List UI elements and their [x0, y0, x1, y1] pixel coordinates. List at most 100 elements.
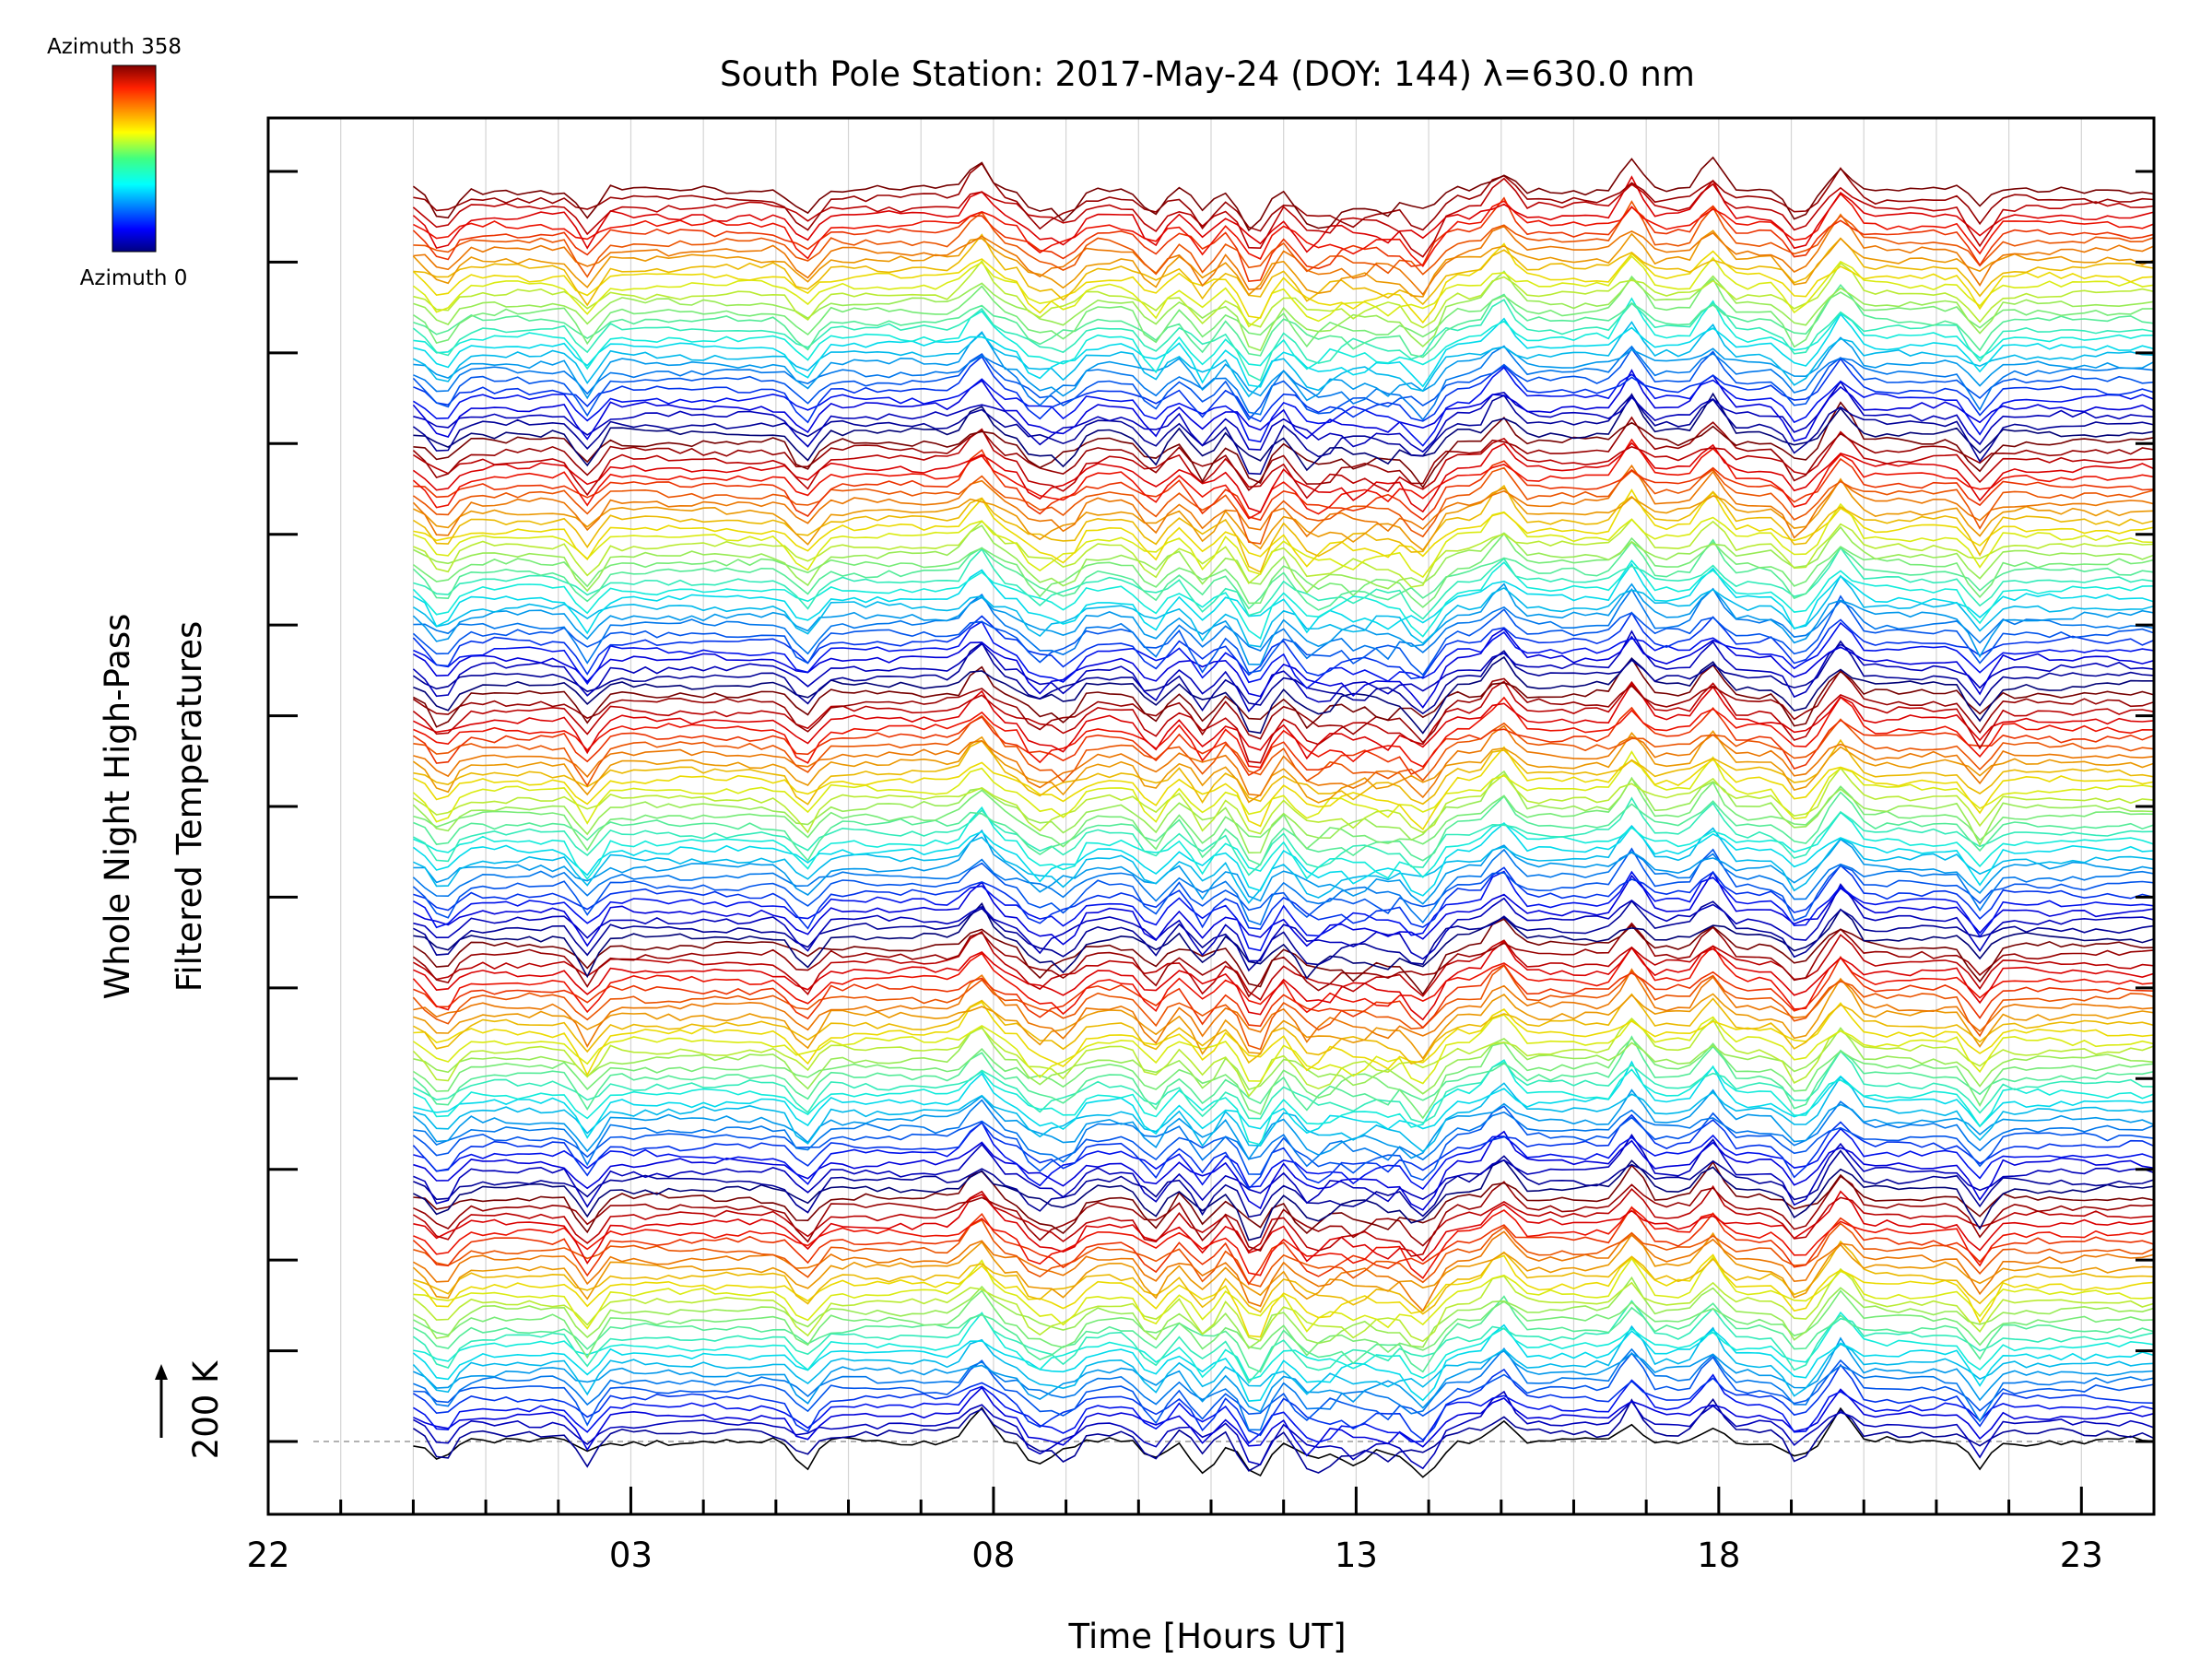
x-tick-label: 13	[1335, 1535, 1378, 1575]
series-line	[413, 776, 2154, 852]
series-line	[412, 242, 2154, 324]
x-tick-label: 23	[2060, 1535, 2103, 1575]
series-line	[413, 524, 2154, 594]
series-line	[412, 1300, 2154, 1384]
series-line	[412, 594, 2154, 677]
series-line	[412, 466, 2154, 545]
series-line	[412, 640, 2154, 715]
series-line	[413, 746, 2154, 831]
series-line	[412, 299, 2154, 382]
colorbar: Azimuth 358 Azimuth 0	[47, 35, 187, 290]
colorbar-top-label: Azimuth 358	[47, 35, 182, 59]
scale-label: 200 K	[186, 1359, 226, 1459]
series-line	[412, 1373, 2154, 1445]
series-line	[413, 213, 2154, 296]
series-line	[412, 582, 2154, 665]
series-line	[413, 312, 2154, 388]
series-line	[413, 1175, 2154, 1252]
series-line	[412, 1014, 2154, 1085]
series-line	[413, 321, 2154, 398]
series-line	[413, 502, 2154, 579]
series-line	[412, 611, 2154, 680]
series-line	[412, 1253, 2154, 1338]
series-line	[412, 484, 2154, 573]
series-line	[412, 1231, 2154, 1300]
series-line	[413, 449, 2154, 522]
series-line	[413, 682, 2154, 760]
series-line	[412, 922, 2154, 998]
series-line	[412, 464, 2154, 539]
series-line	[412, 1037, 2154, 1120]
series-line	[413, 1351, 2154, 1427]
series-line	[412, 1184, 2154, 1257]
series-line	[413, 162, 2154, 232]
series-line	[412, 767, 2154, 835]
series-line	[413, 1206, 2154, 1279]
series-line	[413, 233, 2154, 307]
series-line	[412, 730, 2154, 804]
series-line	[413, 1026, 2154, 1095]
series-line	[413, 1059, 2154, 1146]
series-line	[413, 940, 2154, 1021]
series-line	[413, 1386, 2154, 1457]
series-line	[412, 847, 2154, 922]
series-line	[413, 1160, 2154, 1235]
series-line	[413, 518, 2154, 588]
series-line	[413, 1311, 2154, 1382]
series-line	[412, 416, 2154, 491]
scale-indicator: 200 K	[155, 1359, 226, 1459]
series-line	[412, 394, 2154, 476]
series-line	[412, 1267, 2154, 1343]
series-line	[412, 156, 2154, 232]
x-axis-label: Time [Hours UT]	[1067, 1617, 1346, 1656]
series-line	[413, 1255, 2154, 1333]
series-line	[413, 930, 2154, 1001]
series-line	[412, 347, 2154, 421]
series-line	[413, 488, 2154, 568]
series-line	[412, 629, 2154, 712]
series-line	[413, 392, 2154, 472]
series-line	[412, 750, 2154, 825]
series-line	[412, 177, 2154, 258]
series-line	[413, 587, 2154, 665]
series-line	[413, 331, 2154, 402]
series-line	[413, 1295, 2154, 1373]
series-line	[412, 1088, 2154, 1161]
series-line	[413, 977, 2154, 1060]
series-line	[413, 1159, 2154, 1241]
series-line	[412, 532, 2154, 608]
series-line	[413, 1276, 2154, 1349]
series-line	[412, 229, 2154, 298]
series-line	[413, 657, 2154, 730]
series-line	[413, 1406, 2154, 1478]
series-line	[413, 655, 2154, 735]
y-axis-label-line1: Whole Night High-Pass	[98, 614, 137, 1000]
series-line	[413, 870, 2154, 952]
series-line	[413, 1001, 2154, 1077]
series-line	[413, 1050, 2154, 1124]
y-axis-ticks	[268, 170, 2154, 1443]
series-line	[412, 1017, 2154, 1098]
x-tick-labels: 22 03 08 13 18 23	[246, 1535, 2102, 1575]
series-line	[413, 1390, 2154, 1470]
series-line	[413, 806, 2154, 881]
series-line	[413, 829, 2154, 905]
series-line	[413, 1149, 2154, 1218]
series-line	[412, 680, 2154, 764]
series-line	[412, 538, 2154, 611]
series-line	[412, 175, 2154, 253]
series-group	[412, 156, 2154, 1478]
x-tick-label: 08	[971, 1535, 1015, 1575]
series-line	[412, 821, 2154, 897]
series-line	[413, 796, 2154, 877]
series-line	[413, 620, 2154, 689]
series-line	[412, 770, 2154, 854]
series-line	[413, 902, 2154, 980]
series-line	[412, 428, 2154, 500]
series-line	[413, 883, 2154, 962]
series-line	[413, 477, 2154, 552]
series-line	[413, 200, 2154, 278]
series-line	[413, 1218, 2154, 1288]
x-axis-ticks	[339, 1487, 2083, 1514]
